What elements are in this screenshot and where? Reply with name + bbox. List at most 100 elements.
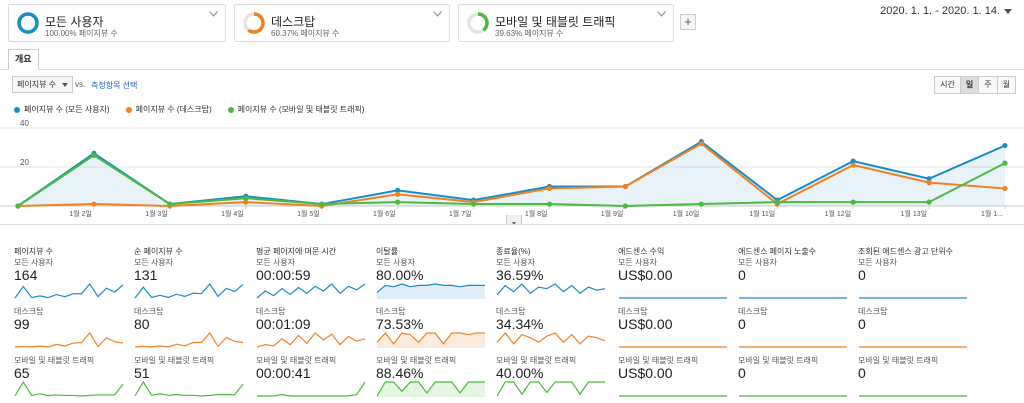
compare-metric-link[interactable]: 측정항목 선택 — [91, 81, 138, 90]
scorecard-segment-row: 데스크탑 00:01:09 — [256, 306, 372, 354]
data-point[interactable] — [470, 201, 477, 207]
data-point[interactable] — [91, 152, 97, 158]
metric-value: 00:00:41 — [256, 365, 311, 381]
sparkline-line — [376, 332, 485, 345]
data-point[interactable] — [395, 199, 401, 205]
data-point[interactable] — [1002, 185, 1008, 192]
data-point[interactable] — [1002, 160, 1008, 166]
data-point[interactable] — [243, 199, 249, 205]
series-line — [17, 154, 1006, 208]
add-segment-button[interactable]: + — [680, 14, 696, 30]
granularity-day-button[interactable]: 일 — [959, 76, 980, 94]
data-point[interactable] — [167, 201, 173, 207]
segment-label: 데스크탑 — [618, 307, 648, 316]
data-point[interactable] — [395, 187, 401, 193]
segment-picker-mobile-tablet[interactable]: 모바일 및 태블릿 트래픽 39.63% 페이지뷰 수 — [458, 4, 674, 42]
segment-label: 모바일 및 태블릿 트래픽 — [134, 356, 215, 365]
data-point[interactable] — [243, 195, 249, 201]
segment-ring-icon — [17, 12, 39, 34]
segment-label: 모바일 및 태블릿 트래픽 — [738, 356, 819, 365]
x-tick-label: 1월 2일 — [69, 209, 92, 218]
metric-value: 0 — [738, 267, 746, 283]
metric-selector-label: 페이지뷰 수 — [17, 80, 57, 89]
data-point[interactable] — [926, 180, 932, 186]
date-range-label: 2020. 1. 1. - 2020. 1. 14. — [880, 5, 1000, 17]
data-point[interactable] — [698, 201, 704, 207]
chevron-down-icon[interactable] — [209, 11, 218, 17]
legend-item: 페이지뷰 수 (모든 사용자) — [14, 104, 110, 115]
scorecard-segment-row: 모든 사용자 80.00% — [376, 257, 492, 305]
segment-picker-desktop[interactable]: 데스크탑 60.37% 페이지뷰 수 — [234, 4, 450, 42]
granularity-week-button[interactable]: 주 — [978, 76, 998, 94]
segment-label: 모바일 및 태블릿 트래픽 — [14, 356, 95, 365]
data-point[interactable] — [926, 176, 932, 182]
scorecard[interactable]: 순 페이지뷰 수 모든 사용자 131 데스크탑 80 모바일 및 태블릿 트래픽 51 — [134, 238, 250, 403]
sparkline — [739, 346, 847, 348]
data-point[interactable] — [926, 199, 932, 205]
ring-fill — [243, 12, 265, 34]
data-point[interactable] — [774, 199, 780, 205]
legend-dot — [14, 106, 20, 113]
divider — [0, 224, 1024, 225]
x-tick-label: 1월 13일 — [901, 209, 928, 218]
date-range-picker[interactable]: 2020. 1. 1. - 2020. 1. 14. — [880, 5, 1012, 17]
segment-label: 모든 사용자 — [496, 258, 536, 267]
metric-value: 0 — [738, 365, 746, 381]
scorecard-segment-row: 데스크탑 34.34% — [496, 306, 612, 354]
sparkline — [14, 282, 124, 299]
scorecard-segment-row: 데스크탑 0 — [738, 306, 854, 354]
scorecard[interactable]: 애드센스 페이지 노출수 모든 사용자 0 데스크탑 0 모바일 및 태블릿 트래픽 0 — [738, 238, 854, 403]
granularity-hour-button[interactable]: 시간 — [934, 76, 961, 94]
scorecard[interactable]: 애드센스 수익 모든 사용자 US$0.00 데스크탑 US$0.00 모바일 및 태블릿… — [618, 238, 734, 403]
chevron-down-icon[interactable] — [657, 11, 666, 17]
data-point[interactable] — [546, 201, 553, 207]
metric-selector[interactable]: 페이지뷰 수 — [12, 76, 74, 93]
scorecard-segment-row: 데스크탑 US$0.00 — [618, 306, 734, 354]
metric-scorecards: 페이지뷰 수 모든 사용자 164 데스크탑 99 모바일 및 태블릿 트래픽 65 순 페이… — [0, 238, 1024, 403]
scorecard[interactable]: 조회된 애드센스 광고 단위수 모든 사용자 0 데스크탑 0 모바일 및 태블릿 트래픽… — [858, 238, 974, 403]
data-point[interactable] — [319, 201, 325, 207]
data-point[interactable] — [1002, 142, 1008, 149]
chevron-down-icon[interactable] — [433, 11, 442, 17]
scorecard[interactable]: 종료율(%) 모든 사용자 36.59% 데스크탑 34.34% 모바일 및 태블릿 트래… — [496, 238, 612, 403]
x-tick-label: 1월 6일 — [373, 209, 396, 218]
data-point[interactable] — [698, 141, 704, 147]
data-point[interactable] — [622, 203, 628, 209]
segment-label: 데스크탑 — [134, 307, 164, 316]
data-point[interactable] — [395, 191, 401, 197]
data-point[interactable] — [850, 199, 856, 205]
scorecard-segment-row: 모바일 및 태블릿 트래픽 0 — [738, 355, 854, 403]
scorecard[interactable]: 평균 페이지에 머문 시간 모든 사용자 00:00:59 데스크탑 00:01:09 모… — [256, 238, 372, 403]
pageviews-line-chart: 40 20 1월 2일 1월 3일 1월 4일 1월 5일 1월 6일 1월 7일 1월 8일 1… — [0, 118, 1024, 224]
metric-value: 34.34% — [496, 316, 544, 332]
sparkline-line — [134, 331, 244, 348]
data-point[interactable] — [850, 162, 856, 168]
metric-value: 36.59% — [496, 267, 544, 283]
scorecard-segment-row: 모든 사용자 131 — [134, 257, 250, 305]
sparkline — [739, 395, 847, 397]
segment-label: 데스크탑 — [256, 307, 286, 316]
data-point[interactable] — [15, 203, 21, 209]
segment-label: 모바일 및 태블릿 트래픽 — [858, 356, 939, 365]
scorecard[interactable]: 이탈률 모든 사용자 80.00% 데스크탑 73.53% 모바일 및 태블릿 트래픽 88… — [376, 238, 492, 403]
sparkline — [619, 297, 727, 299]
segment-picker-all-users[interactable]: 모든 사용자 100.00% 페이지뷰 수 — [8, 4, 226, 42]
sparkline-line — [256, 332, 366, 348]
chevron-down-icon — [512, 222, 516, 225]
segment-subtitle: 60.37% 페이지뷰 수 — [271, 29, 340, 38]
granularity-toggle: 시간 일 주 월 — [934, 76, 1016, 94]
data-point[interactable] — [91, 201, 97, 207]
metric-value: 0 — [858, 316, 866, 332]
sparkline — [859, 297, 967, 299]
tab-overview[interactable]: 개요 — [8, 49, 39, 70]
data-point[interactable] — [622, 183, 628, 190]
scorecard-title: 페이지뷰 수 — [14, 247, 54, 256]
data-point[interactable] — [850, 158, 856, 164]
data-point[interactable] — [546, 185, 553, 192]
scorecard-segment-row: 모바일 및 태블릿 트래픽 51 — [134, 355, 250, 403]
granularity-month-button[interactable]: 월 — [996, 76, 1016, 94]
scorecard-segment-row: 모바일 및 태블릿 트래픽 65 — [14, 355, 130, 403]
chevron-down-icon — [62, 82, 69, 87]
scorecard[interactable]: 페이지뷰 수 모든 사용자 164 데스크탑 99 모바일 및 태블릿 트래픽 65 — [14, 238, 130, 403]
segment-subtitle: 39.63% 페이지뷰 수 — [495, 29, 564, 38]
